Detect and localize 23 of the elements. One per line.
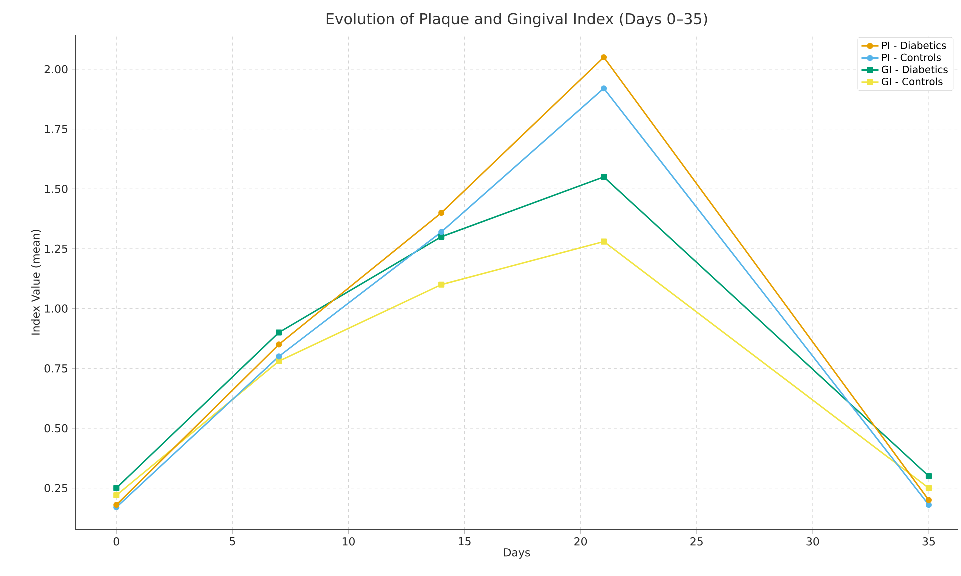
x-tick-label: 20 [574,538,588,546]
chart-title: Evolution of Plaque and Gingival Index (Days 0–35) [326,13,708,28]
y-axis-title: Index Value (mean) [31,230,42,335]
y-tick-label: 2.00 [44,65,68,74]
x-tick-label: 5 [230,538,236,546]
x-tick-label: 10 [342,538,355,546]
x-tick-label: 35 [922,538,936,546]
y-tick-label: 1.75 [45,125,68,134]
x-tick-label: 15 [459,538,471,546]
legend-label: GI - Controls [882,78,943,86]
y-tick-label: 1.50 [45,185,68,194]
x-tick-label: 30 [806,538,820,546]
x-tick-label: 25 [690,538,703,546]
legend-label: PI - Diabetics [882,42,946,50]
y-tick-label: 0.75 [44,364,68,373]
y-tick-label: 1.25 [45,244,68,254]
y-tick-label: 0.50 [44,424,68,433]
legend-label: PI - Controls [882,54,942,62]
y-tick-label: 1.00 [45,304,68,313]
x-axis-title: Days [504,548,530,559]
x-tick-label: 0 [114,538,120,546]
legend-label: GI - Diabetics [882,66,948,74]
y-tick-label: 0.25 [44,484,68,492]
